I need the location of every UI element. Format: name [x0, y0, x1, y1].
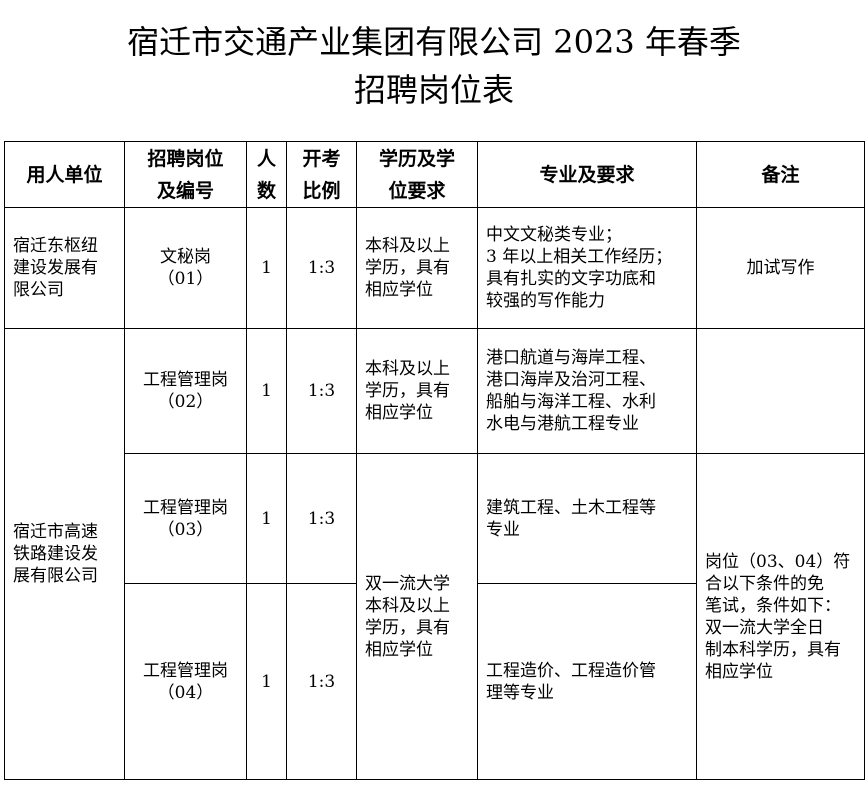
table-row: 工程管理岗 （04） 1 1:3 工程造价、工程造价管 理等专业: [5, 583, 865, 780]
cell-ratio: 1:3: [286, 453, 357, 584]
table-header-row: 用人单位 招聘岗位 及编号 人 数 开考 比例 学历及学 位要求 专业及要求 备…: [4, 141, 865, 208]
cell-position: 工程管理岗 （04）: [124, 583, 247, 780]
cell-unit: 宿迁东枢纽 建设发展有 限公司: [4, 207, 125, 329]
cell-education: 双一流大学 本科及以上 学历，具有 相应学位: [356, 453, 478, 780]
table-row: 宿迁东枢纽 建设发展有 限公司 文秘岗 （01） 1 1:3 本科及以上 学历，…: [4, 207, 865, 329]
cell-remark: 岗位（03、04）符 合以下条件的免 笔试，条件如下： 双一流大学全日 制本科学…: [696, 453, 865, 780]
cell-unit: 宿迁市高速 铁路建设发 展有限公司: [4, 328, 125, 780]
header-remark: 备注: [696, 141, 865, 208]
cell-count: 1: [246, 328, 287, 454]
cell-major: 中文文秘类专业； 3 年以上相关工作经历； 具有扎实的文字功底和 较强的写作能力: [477, 207, 697, 329]
cell-major: 建筑工程、土木工程等 专业: [477, 453, 697, 584]
document-subtitle: 招聘岗位表: [353, 71, 514, 109]
cell-education: 本科及以上 学历，具有 相应学位: [356, 207, 478, 329]
cell-remark: 加试写作: [696, 207, 865, 329]
header-major: 专业及要求: [477, 141, 697, 208]
cell-ratio: 1:3: [286, 583, 357, 780]
cell-count: 1: [246, 207, 287, 329]
header-ratio: 开考 比例: [286, 141, 357, 208]
cell-remark: [696, 328, 865, 454]
cell-count: 1: [246, 583, 287, 780]
header-education: 学历及学 位要求: [356, 141, 478, 208]
header-position: 招聘岗位 及编号: [124, 141, 247, 208]
cell-major: 工程造价、工程造价管 理等专业: [477, 583, 697, 780]
table-row: 宿迁市高速 铁路建设发 展有限公司 工程管理岗 （02） 1 1:3 本科及以上…: [4, 328, 865, 780]
cell-ratio: 1:3: [286, 328, 357, 454]
document-title: 宿迁市交通产业集团有限公司 2023 年春季: [127, 23, 741, 61]
header-count: 人 数: [246, 141, 287, 208]
cell-count: 1: [246, 453, 287, 584]
header-unit: 用人单位: [4, 141, 125, 208]
cell-education: 本科及以上 学历，具有 相应学位: [356, 328, 478, 454]
recruitment-table: 用人单位 招聘岗位 及编号 人 数 开考 比例 学历及学 位要求 专业及要求 备…: [4, 141, 865, 780]
table-row: 工程管理岗 （03） 1 1:3 双一流大学 本科及以上 学历，具有 相应学位 …: [5, 453, 865, 780]
cell-major: 港口航道与海岸工程、 港口海岸及治河工程、 船舶与海洋工程、水利 水电与港航工程…: [477, 328, 697, 454]
cell-ratio: 1:3: [286, 207, 357, 329]
cell-position: 工程管理岗 （03）: [124, 453, 247, 584]
cell-position: 文秘岗 （01）: [124, 207, 247, 329]
cell-position: 工程管理岗 （02）: [124, 328, 247, 454]
